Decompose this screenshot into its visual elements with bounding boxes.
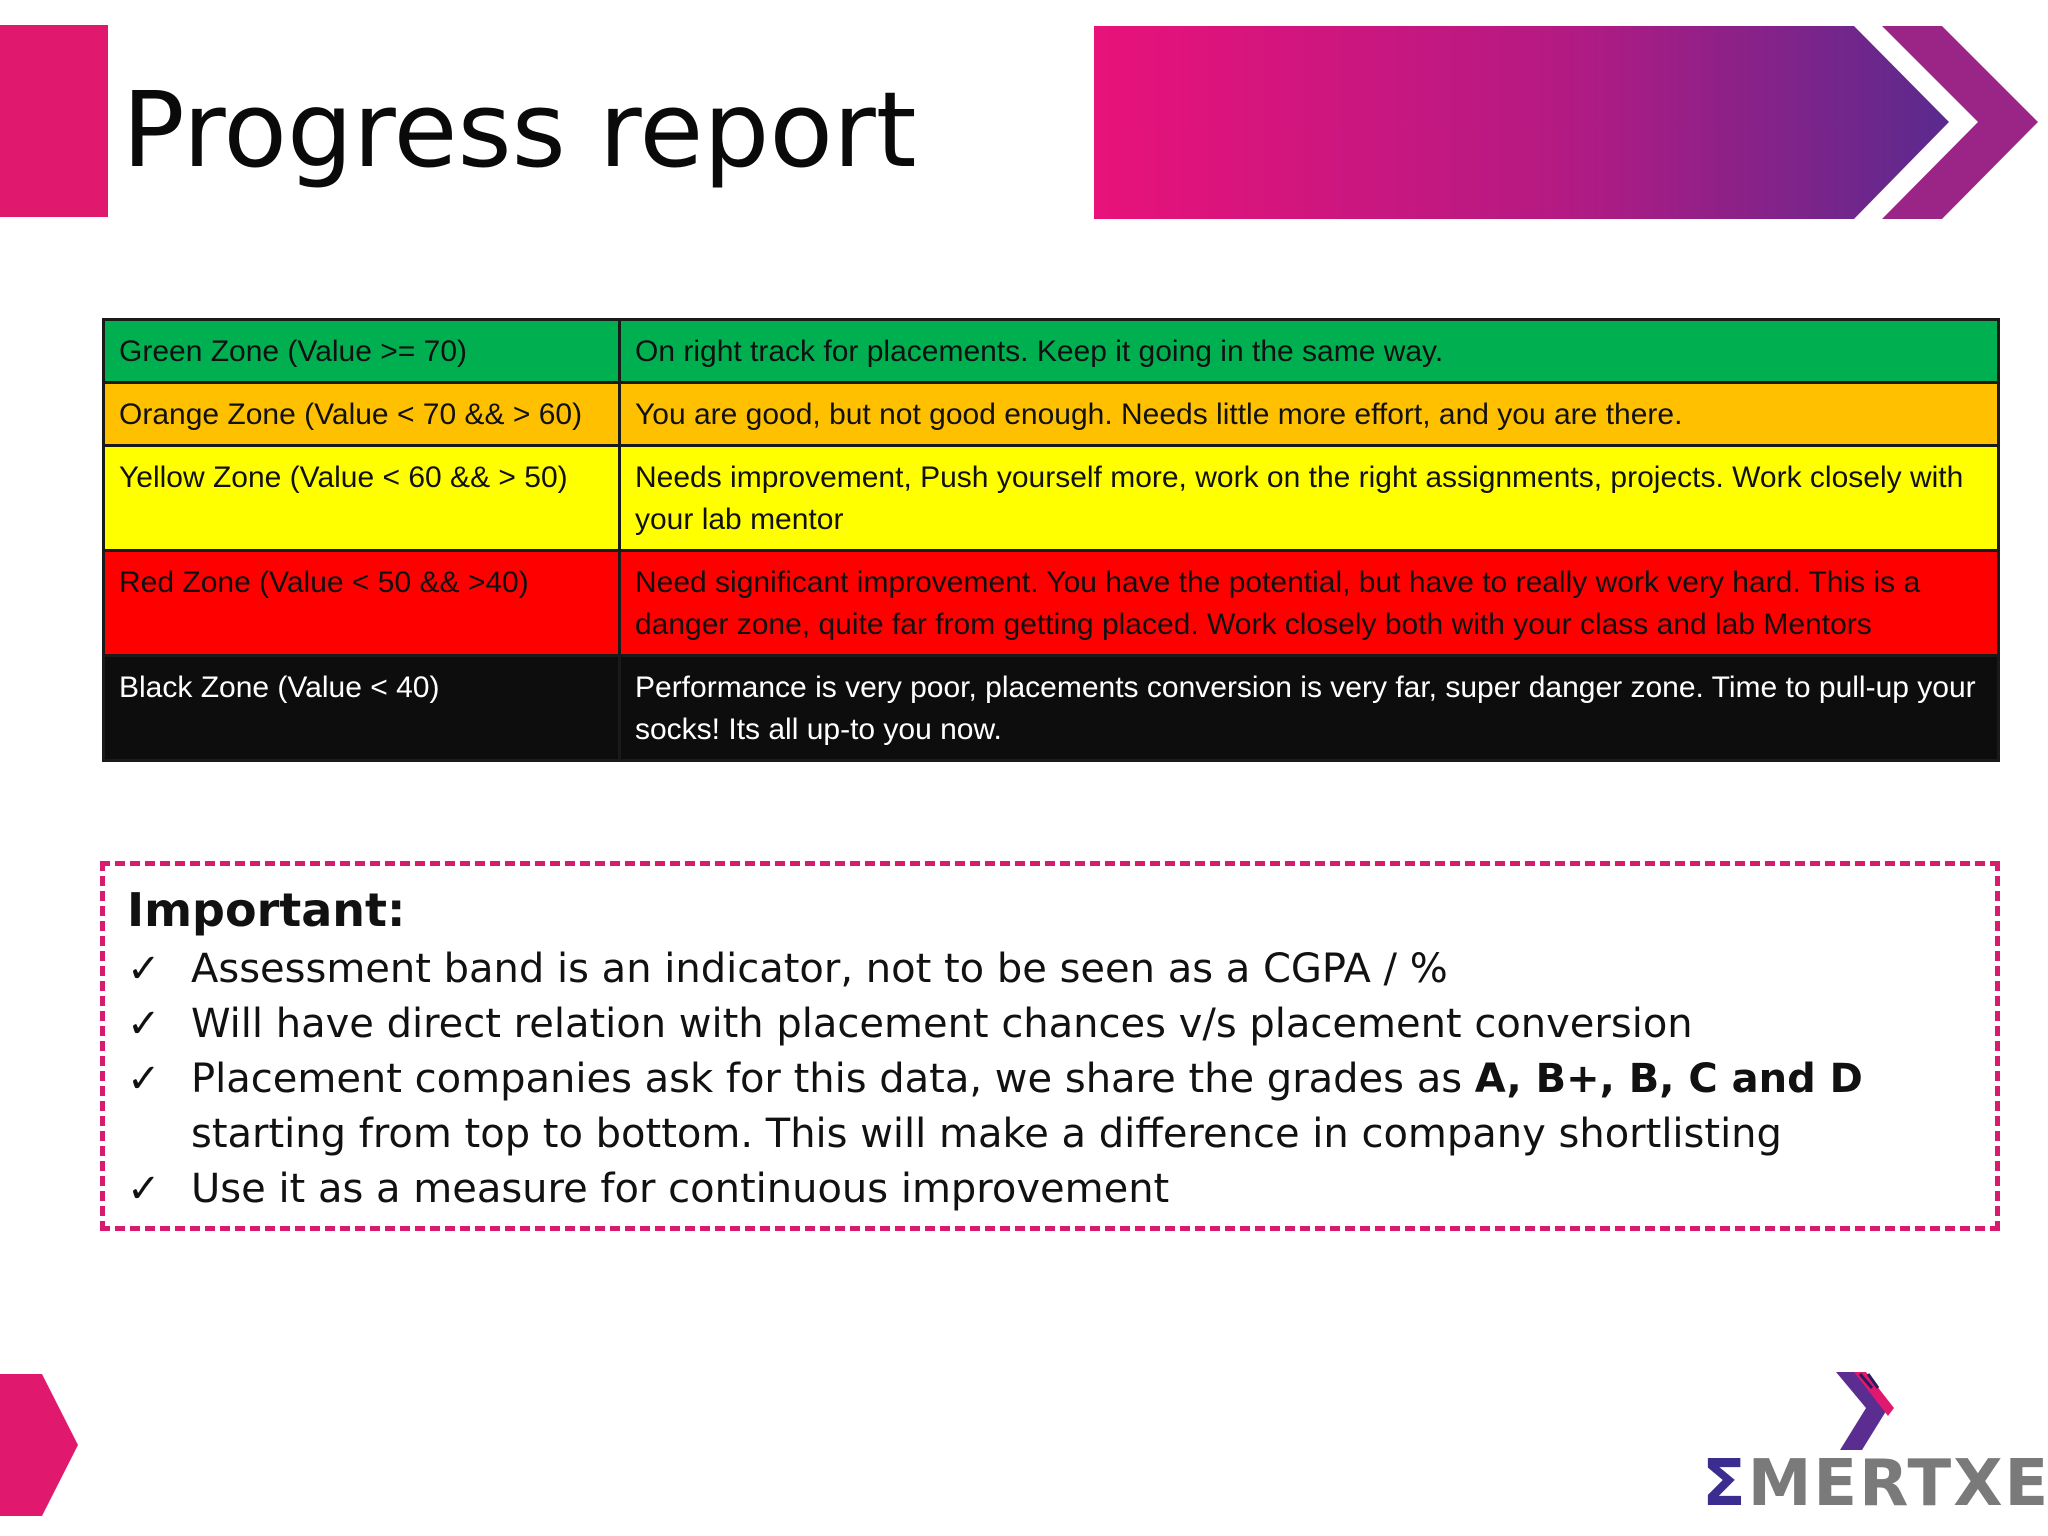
zone-name-cell: Yellow Zone (Value < 60 && > 50) bbox=[102, 444, 621, 552]
table-row: Black Zone (Value < 40) Performance is ve… bbox=[102, 654, 2000, 762]
checkmark-icon: ✓ bbox=[127, 1001, 161, 1047]
logo-text-rest: MERTXE bbox=[1747, 1447, 2048, 1521]
zone-description-cell: You are good, but not good enough. Needs… bbox=[618, 381, 2000, 447]
checkmark-icon: ✓ bbox=[127, 1166, 161, 1212]
important-heading: Important: bbox=[127, 883, 406, 937]
list-item: ✓ Use it as a measure for continuous imp… bbox=[127, 1162, 1995, 1217]
table-row: Orange Zone (Value < 70 && > 60) You are … bbox=[102, 381, 2000, 447]
zone-description-cell: Needs improvement, Push yourself more, w… bbox=[618, 444, 2000, 552]
emertxe-logo: ΣMERTXE bbox=[1702, 1444, 2048, 1524]
table-row: Red Zone (Value < 50 && >40) Need signifi… bbox=[102, 549, 2000, 657]
list-item: ✓ Placement companies ask for this data,… bbox=[127, 1052, 1995, 1162]
list-item-text-after: starting from top to bottom. This will m… bbox=[191, 1111, 1782, 1157]
list-item-text-before: Placement companies ask for this data, w… bbox=[191, 1056, 1475, 1102]
zone-name-cell: Red Zone (Value < 50 && >40) bbox=[102, 549, 621, 657]
list-item-text: Use it as a measure for continuous impro… bbox=[191, 1166, 1170, 1212]
zone-table-body: Green Zone (Value >= 70) On right track f… bbox=[102, 318, 2000, 762]
important-box: Important: ✓ Assessment band is an indic… bbox=[100, 861, 2000, 1231]
zone-name-cell: Black Zone (Value < 40) bbox=[102, 654, 621, 762]
checkmark-icon: ✓ bbox=[127, 946, 161, 992]
zone-table: Green Zone (Value >= 70) On right track f… bbox=[102, 318, 2000, 762]
list-item: ✓ Will have direct relation with placeme… bbox=[127, 997, 1995, 1052]
zone-name-cell: Orange Zone (Value < 70 && > 60) bbox=[102, 381, 621, 447]
footer-arrow-icon bbox=[0, 1374, 78, 1516]
table-row: Green Zone (Value >= 70) On right track f… bbox=[102, 318, 2000, 384]
grades-bold-text: A, B+, B, C and D bbox=[1474, 1056, 1863, 1102]
slide-title: Progress report bbox=[122, 69, 917, 191]
table-row: Yellow Zone (Value < 60 && > 50) Needs im… bbox=[102, 444, 2000, 552]
zone-name-cell: Green Zone (Value >= 70) bbox=[102, 318, 621, 384]
list-item-text: Will have direct relation with placement… bbox=[191, 1001, 1693, 1047]
zone-description-cell: On right track for placements. Keep it g… bbox=[618, 318, 2000, 384]
header-gradient-chevron-band bbox=[1094, 26, 2038, 219]
list-item-text: Assessment band is an indicator, not to … bbox=[191, 946, 1448, 992]
list-item: ✓ Assessment band is an indicator, not t… bbox=[127, 942, 1995, 997]
checkmark-icon: ✓ bbox=[127, 1056, 161, 1102]
chevron-logo-icon bbox=[1836, 1372, 1894, 1450]
important-list: ✓ Assessment band is an indicator, not t… bbox=[127, 942, 1995, 1217]
logo-sigma: Σ bbox=[1702, 1447, 1748, 1521]
zone-description-cell: Need significant improvement. You have t… bbox=[618, 549, 2000, 657]
title-accent-bar bbox=[0, 25, 108, 217]
zone-description-cell: Performance is very poor, placements con… bbox=[618, 654, 2000, 762]
